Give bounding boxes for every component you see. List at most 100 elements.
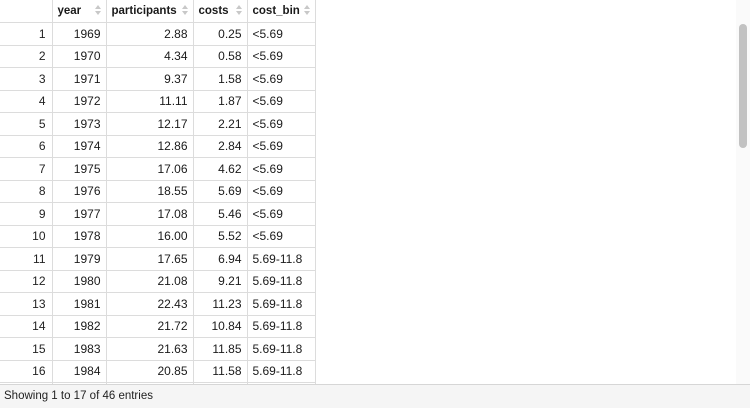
- table-row: 17: [0, 382, 316, 384]
- cell-year: 1975: [52, 157, 107, 181]
- cell-participants: [106, 382, 194, 384]
- row-number: 5: [0, 112, 53, 136]
- row-number: 7: [0, 157, 53, 181]
- cell-cost-bin: 5.69-11.8: [247, 247, 316, 271]
- row-number: 11: [0, 247, 53, 271]
- cell-costs: 10.84: [193, 315, 248, 338]
- row-number: 16: [0, 360, 53, 383]
- row-number: 10: [0, 225, 53, 248]
- cell-costs: 5.69: [193, 180, 248, 203]
- cell-participants: 16.00: [106, 225, 194, 248]
- cell-year: 1979: [52, 247, 107, 271]
- cell-cost-bin: <5.69: [247, 135, 316, 158]
- column-header-rownum[interactable]: [0, 0, 53, 23]
- row-number: 8: [0, 180, 53, 203]
- sort-icon[interactable]: [181, 5, 188, 15]
- cell-cost-bin: <5.69: [247, 45, 316, 68]
- cell-year: 1984: [52, 360, 107, 383]
- entries-status: Showing 1 to 17 of 46 entries: [4, 390, 153, 402]
- cell-costs: 6.94: [193, 247, 248, 271]
- cell-cost-bin: 5.69-11.8: [247, 360, 316, 383]
- cell-costs: 11.23: [193, 292, 248, 316]
- header-row: year participants costs cost_bin: [0, 0, 316, 23]
- cell-year: [52, 382, 107, 384]
- sort-icon[interactable]: [303, 5, 310, 15]
- row-number: 9: [0, 202, 53, 226]
- row-number: 17: [0, 382, 53, 384]
- sort-icon[interactable]: [235, 5, 242, 15]
- row-number: 15: [0, 337, 53, 361]
- cell-cost-bin: <5.69: [247, 90, 316, 113]
- cell-year: 1971: [52, 67, 107, 91]
- cell-year: 1977: [52, 202, 107, 226]
- table-row: 15 1983 21.63 11.85 5.69-11.8: [0, 337, 316, 361]
- row-number: 12: [0, 270, 53, 293]
- cell-participants: 22.43: [106, 292, 194, 316]
- cell-cost-bin: 5.69-11.8: [247, 270, 316, 293]
- column-header-year-label: year: [57, 5, 82, 17]
- cell-year: 1973: [52, 112, 107, 136]
- column-header-year[interactable]: year: [52, 0, 107, 23]
- cell-year: 1983: [52, 337, 107, 361]
- column-header-cost-bin-label: cost_bin: [252, 5, 300, 17]
- cell-participants: 21.63: [106, 337, 194, 361]
- cell-year: 1974: [52, 135, 107, 158]
- cell-costs: 1.58: [193, 67, 248, 91]
- table-row: 6 1974 12.86 2.84 <5.69: [0, 135, 316, 158]
- column-header-participants[interactable]: participants: [106, 0, 194, 23]
- cell-participants: 4.34: [106, 45, 194, 68]
- cell-costs: 1.87: [193, 90, 248, 113]
- cell-year: 1976: [52, 180, 107, 203]
- table-row: 14 1982 21.72 10.84 5.69-11.8: [0, 315, 316, 338]
- cell-costs: 11.85: [193, 337, 248, 361]
- table-row: 13 1981 22.43 11.23 5.69-11.8: [0, 292, 316, 316]
- cell-costs: 11.58: [193, 360, 248, 383]
- table-row: 1 1969 2.88 0.25 <5.69: [0, 22, 316, 46]
- cell-cost-bin: <5.69: [247, 180, 316, 203]
- cell-participants: 17.06: [106, 157, 194, 181]
- cell-participants: 17.08: [106, 202, 194, 226]
- table-row: 7 1975 17.06 4.62 <5.69: [0, 157, 316, 181]
- vertical-scrollbar[interactable]: [736, 0, 750, 384]
- cell-costs: 2.84: [193, 135, 248, 158]
- status-footer: Showing 1 to 17 of 46 entries: [0, 384, 750, 408]
- cell-participants: 17.65: [106, 247, 194, 271]
- cell-costs: 0.25: [193, 22, 248, 46]
- row-number: 3: [0, 67, 53, 91]
- table-row: 4 1972 11.11 1.87 <5.69: [0, 90, 316, 113]
- column-header-costs-label: costs: [198, 5, 229, 17]
- scrollbar-thumb[interactable]: [739, 24, 747, 148]
- sort-icon[interactable]: [94, 5, 101, 15]
- cell-participants: 9.37: [106, 67, 194, 91]
- cell-participants: 18.55: [106, 180, 194, 203]
- cell-costs: 5.46: [193, 202, 248, 226]
- cell-year: 1981: [52, 292, 107, 316]
- column-header-cost-bin[interactable]: cost_bin: [247, 0, 316, 23]
- table-row: 8 1976 18.55 5.69 <5.69: [0, 180, 316, 203]
- cell-costs: 9.21: [193, 270, 248, 293]
- column-header-costs[interactable]: costs: [193, 0, 248, 23]
- cell-costs: 5.52: [193, 225, 248, 248]
- row-number: 6: [0, 135, 53, 158]
- cell-year: 1982: [52, 315, 107, 338]
- data-table: year participants costs cost_bin: [0, 0, 316, 384]
- cell-participants: 21.72: [106, 315, 194, 338]
- cell-cost-bin: <5.69: [247, 225, 316, 248]
- table-row: 11 1979 17.65 6.94 5.69-11.8: [0, 247, 316, 271]
- row-number: 2: [0, 45, 53, 68]
- cell-costs: 0.58: [193, 45, 248, 68]
- cell-cost-bin: [247, 382, 316, 384]
- table-row: 5 1973 12.17 2.21 <5.69: [0, 112, 316, 136]
- cell-year: 1972: [52, 90, 107, 113]
- row-number: 14: [0, 315, 53, 338]
- table-row: 9 1977 17.08 5.46 <5.69: [0, 202, 316, 226]
- cell-cost-bin: <5.69: [247, 112, 316, 136]
- table-row: 10 1978 16.00 5.52 <5.69: [0, 225, 316, 248]
- cell-participants: 21.08: [106, 270, 194, 293]
- table-area: year participants costs cost_bin: [0, 0, 316, 384]
- column-header-participants-label: participants: [111, 5, 177, 17]
- cell-costs: 2.21: [193, 112, 248, 136]
- cell-costs: 4.62: [193, 157, 248, 181]
- table-row: 3 1971 9.37 1.58 <5.69: [0, 67, 316, 91]
- cell-cost-bin: 5.69-11.8: [247, 315, 316, 338]
